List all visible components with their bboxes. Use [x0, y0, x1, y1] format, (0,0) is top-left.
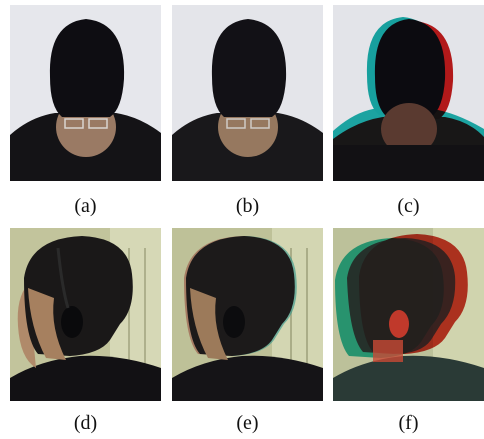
- caption-a: (a): [74, 195, 97, 217]
- panel-f-image: [333, 228, 484, 401]
- caption-f: (f): [398, 412, 419, 434]
- panel-c-image: [333, 5, 484, 181]
- caption-e: (e): [236, 412, 259, 434]
- caption-d: (d): [73, 412, 98, 434]
- caption-b: (b): [235, 195, 260, 217]
- panel-a-image: [10, 5, 161, 181]
- panel-d-image: [10, 228, 161, 401]
- caption-c: (c): [397, 195, 420, 217]
- panel-e-image: [172, 228, 323, 401]
- panel-b-image: [172, 5, 323, 181]
